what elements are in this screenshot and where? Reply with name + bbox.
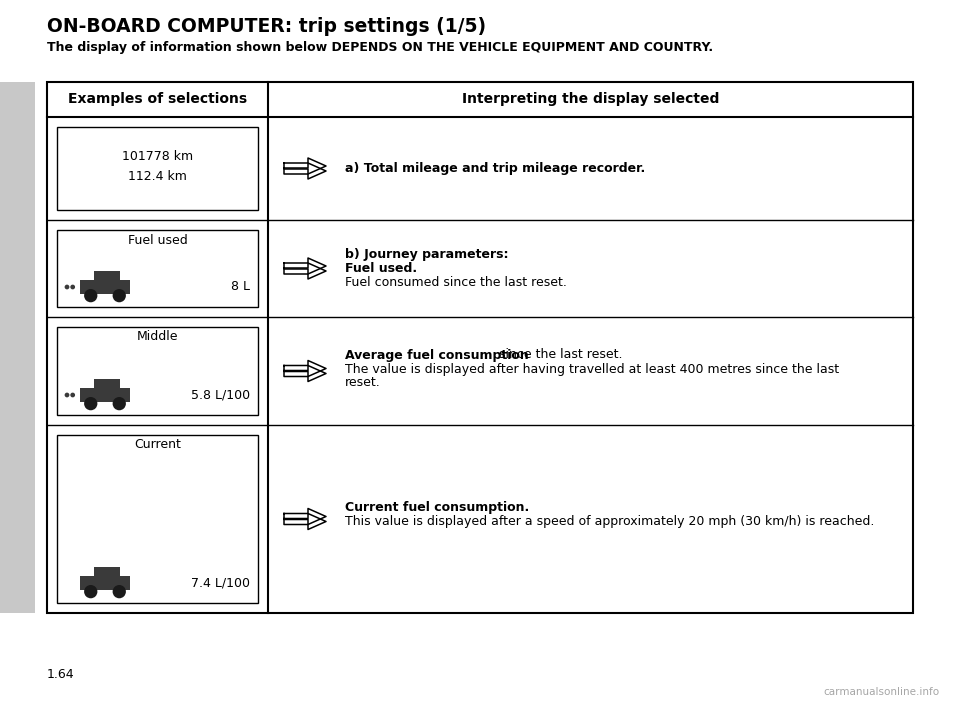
Bar (94, 379, 120, 391)
Circle shape (112, 397, 126, 410)
Text: 1.64: 1.64 (47, 669, 75, 682)
Bar (94, 567, 120, 578)
Text: Fuel consumed since the last reset.: Fuel consumed since the last reset. (345, 276, 566, 289)
Text: 7.4 L/100: 7.4 L/100 (191, 577, 250, 589)
Text: carmanualsonline.info: carmanualsonline.info (824, 687, 940, 697)
Bar (94, 271, 120, 283)
Bar (81, 280, 130, 294)
Bar (0, 82, 35, 613)
Text: This value is displayed after a speed of approximately 20 mph (30 km/h) is reach: This value is displayed after a speed of… (345, 515, 875, 528)
Text: ON-BOARD COMPUTER: trip settings (1/5): ON-BOARD COMPUTER: trip settings (1/5) (0, 709, 1, 710)
Circle shape (70, 285, 75, 290)
Polygon shape (284, 513, 326, 530)
Bar (47, 82, 913, 613)
Text: a) Total mileage and trip mileage recorder.: a) Total mileage and trip mileage record… (345, 162, 645, 175)
Polygon shape (284, 263, 326, 279)
Circle shape (70, 393, 75, 398)
Text: Average fuel consumption: Average fuel consumption (345, 349, 529, 361)
Text: ON-BOARD COMPUTER: trip settings: ON-BOARD COMPUTER: trip settings (0, 709, 1, 710)
Text: 8 L: 8 L (231, 280, 250, 293)
Text: The value is displayed after having travelled at least 400 metres since the last: The value is displayed after having trav… (345, 363, 839, 376)
Text: ON-BOARD COMPUTER: trip settings: ON-BOARD COMPUTER: trip settings (0, 709, 1, 710)
Polygon shape (284, 158, 326, 174)
Circle shape (84, 585, 97, 599)
Text: since the last reset.: since the last reset. (495, 349, 622, 361)
Bar (57, 230, 258, 307)
Text: reset.: reset. (345, 376, 381, 390)
Circle shape (64, 393, 69, 398)
Circle shape (84, 289, 97, 302)
Polygon shape (284, 163, 326, 179)
Bar (57, 127, 258, 210)
Text: The display of information shown below DEPENDS ON THE VEHICLE EQUIPMENT AND COUN: The display of information shown below D… (47, 41, 713, 54)
Circle shape (112, 289, 126, 302)
Text: Fuel used.: Fuel used. (345, 262, 418, 275)
Text: ON-BOARD COMPUTER: trip settings (1/5): ON-BOARD COMPUTER: trip settings (1/5) (47, 17, 486, 36)
Text: b) Journey parameters:: b) Journey parameters: (345, 248, 509, 261)
Text: Examples of selections: Examples of selections (68, 92, 247, 106)
Text: Current fuel consumption.: Current fuel consumption. (345, 501, 529, 515)
Bar (81, 388, 130, 402)
Text: ON-BOARD COMPUTER: trip settings (1/5): ON-BOARD COMPUTER: trip settings (1/5) (0, 709, 1, 710)
Text: Interpreting the display selected: Interpreting the display selected (462, 92, 719, 106)
Bar (57, 327, 258, 415)
Text: 5.8 L/100: 5.8 L/100 (191, 388, 250, 401)
Bar (81, 577, 130, 589)
Polygon shape (284, 508, 326, 525)
Polygon shape (284, 258, 326, 274)
Text: 101778 km: 101778 km (122, 150, 193, 163)
Circle shape (84, 397, 97, 410)
Circle shape (112, 585, 126, 599)
Circle shape (64, 285, 69, 290)
Text: Current: Current (134, 439, 180, 452)
Text: Fuel used: Fuel used (128, 234, 187, 246)
Polygon shape (284, 366, 326, 381)
Polygon shape (284, 361, 326, 376)
Text: 112.4 km: 112.4 km (128, 170, 187, 183)
Bar (57, 435, 258, 603)
Text: Middle: Middle (136, 330, 179, 344)
